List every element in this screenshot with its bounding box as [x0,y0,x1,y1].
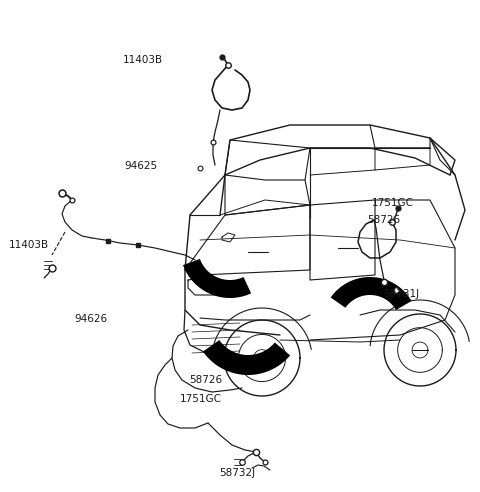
Text: 58726: 58726 [190,375,223,385]
Text: 94625: 94625 [125,161,158,171]
Text: 11403B: 11403B [122,55,163,65]
Polygon shape [203,340,290,375]
Text: 58731J: 58731J [383,289,419,299]
Text: 1751GC: 1751GC [372,198,414,208]
Text: 58726: 58726 [368,215,401,225]
Polygon shape [183,259,251,298]
Polygon shape [331,277,411,310]
Text: 94626: 94626 [74,314,108,324]
Text: 58732J: 58732J [219,468,256,478]
Text: 11403B: 11403B [9,240,49,250]
Text: 1751GC: 1751GC [180,394,222,403]
